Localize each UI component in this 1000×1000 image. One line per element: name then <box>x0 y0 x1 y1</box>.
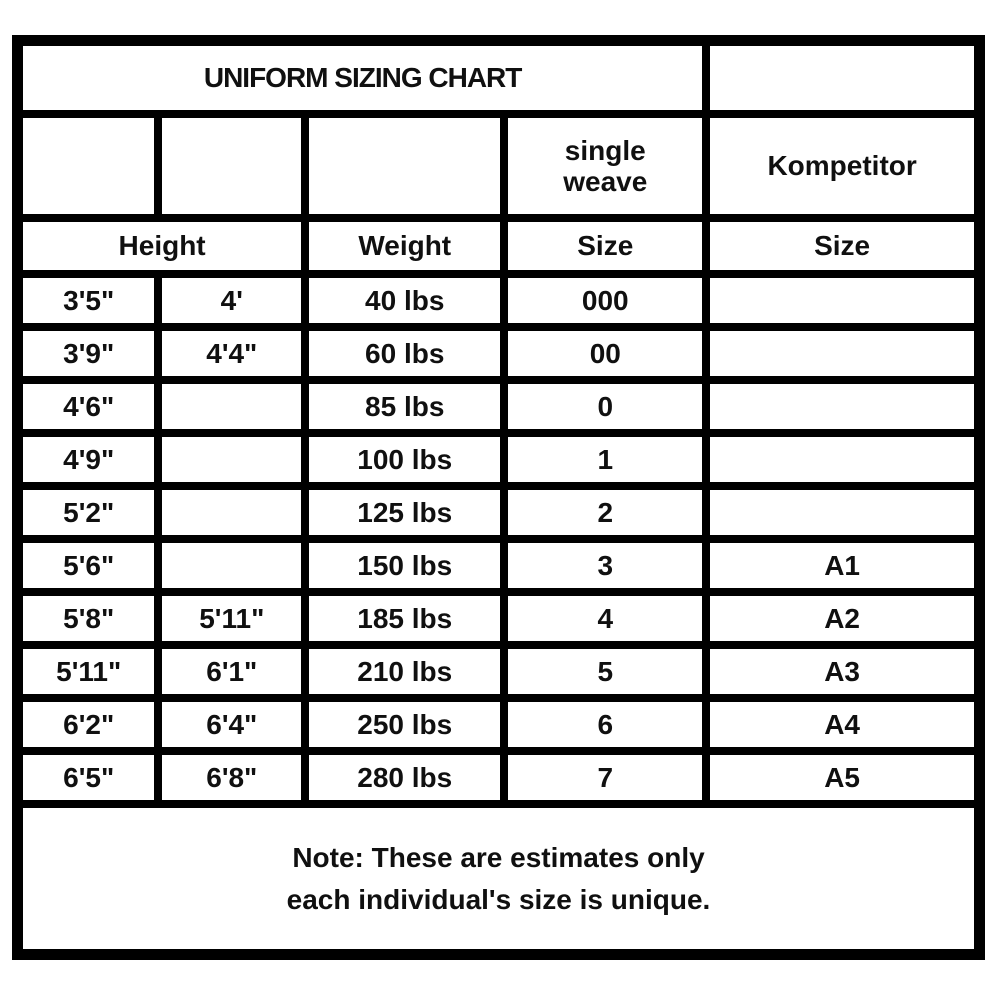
cell-single-weave-size: 6 <box>508 702 703 747</box>
table-row: 3'5" 4' 40 lbs 000 <box>23 278 974 323</box>
cell-single-weave-size: 0 <box>508 384 703 429</box>
cell-height-min: 6'5" <box>23 755 155 800</box>
table-row: 5'11" 6'1" 210 lbs 5 A3 <box>23 649 974 694</box>
cell-height-min: 5'2" <box>23 490 155 535</box>
table-row: 3'9" 4'4" 60 lbs 00 <box>23 331 974 376</box>
cell-weight: 85 lbs <box>309 384 501 429</box>
group-header-empty-2 <box>162 118 302 214</box>
cell-height-min: 3'9" <box>23 331 155 376</box>
cell-weight: 210 lbs <box>309 649 501 694</box>
cell-kompetitor-size: A3 <box>710 649 974 694</box>
cell-height-max: 5'11" <box>162 596 302 641</box>
cell-weight: 150 lbs <box>309 543 501 588</box>
cell-kompetitor-size: A5 <box>710 755 974 800</box>
cell-height-max: 6'1" <box>162 649 302 694</box>
cell-single-weave-size: 1 <box>508 437 703 482</box>
cell-height-max: 6'4" <box>162 702 302 747</box>
cell-kompetitor-size <box>710 331 974 376</box>
cell-kompetitor-size <box>710 490 974 535</box>
column-header-single-weave-size: Size <box>508 222 703 270</box>
note-line-2: each individual's size is unique. <box>286 883 711 915</box>
table-row: 4'9" 100 lbs 1 <box>23 437 974 482</box>
table-row-title: UNIFORM SIZING CHART <box>23 46 974 110</box>
cell-kompetitor-size: A4 <box>710 702 974 747</box>
cell-single-weave-size: 3 <box>508 543 703 588</box>
cell-weight: 250 lbs <box>309 702 501 747</box>
chart-outer-border: UNIFORM SIZING CHART single weave Kompet… <box>12 35 985 960</box>
single-weave-line2: weave <box>563 166 648 197</box>
cell-weight: 125 lbs <box>309 490 501 535</box>
title-row-empty-cell <box>710 46 974 110</box>
cell-weight: 185 lbs <box>309 596 501 641</box>
table-row-group-headers: single weave Kompetitor <box>23 118 974 214</box>
note-text: Note: These are estimates only each indi… <box>23 808 974 949</box>
note-line-1: Note: These are estimates only <box>292 841 705 873</box>
single-weave-line1: single <box>564 134 646 166</box>
cell-weight: 40 lbs <box>309 278 501 323</box>
column-header-height: Height <box>23 222 302 270</box>
cell-height-max: 4'4" <box>162 331 302 376</box>
cell-height-min: 4'9" <box>23 437 155 482</box>
table-row: 5'8" 5'11" 185 lbs 4 A2 <box>23 596 974 641</box>
group-header-empty-3 <box>309 118 501 214</box>
cell-kompetitor-size <box>710 278 974 323</box>
column-header-kompetitor-size: Size <box>710 222 974 270</box>
cell-height-min: 4'6" <box>23 384 155 429</box>
cell-height-max <box>162 543 302 588</box>
uniform-sizing-table: UNIFORM SIZING CHART single weave Kompet… <box>15 38 982 957</box>
cell-single-weave-size: 4 <box>508 596 703 641</box>
cell-kompetitor-size <box>710 384 974 429</box>
cell-kompetitor-size: A2 <box>710 596 974 641</box>
cell-single-weave-size: 7 <box>508 755 703 800</box>
cell-height-min: 6'2" <box>23 702 155 747</box>
group-header-empty-1 <box>23 118 155 214</box>
cell-height-max: 4' <box>162 278 302 323</box>
table-row: 6'2" 6'4" 250 lbs 6 A4 <box>23 702 974 747</box>
group-header-kompetitor: Kompetitor <box>710 118 974 214</box>
cell-height-max <box>162 384 302 429</box>
cell-single-weave-size: 2 <box>508 490 703 535</box>
cell-height-min: 5'8" <box>23 596 155 641</box>
cell-kompetitor-size: A1 <box>710 543 974 588</box>
cell-single-weave-size: 000 <box>508 278 703 323</box>
cell-height-min: 3'5" <box>23 278 155 323</box>
cell-height-max <box>162 437 302 482</box>
page-title: UNIFORM SIZING CHART <box>23 46 703 110</box>
cell-height-max: 6'8" <box>162 755 302 800</box>
cell-single-weave-size: 5 <box>508 649 703 694</box>
cell-weight: 280 lbs <box>309 755 501 800</box>
table-row: 5'2" 125 lbs 2 <box>23 490 974 535</box>
cell-kompetitor-size <box>710 437 974 482</box>
cell-height-min: 5'11" <box>23 649 155 694</box>
cell-single-weave-size: 00 <box>508 331 703 376</box>
group-header-single-weave: single weave <box>508 118 703 214</box>
table-row: 6'5" 6'8" 280 lbs 7 A5 <box>23 755 974 800</box>
cell-height-min: 5'6" <box>23 543 155 588</box>
cell-weight: 60 lbs <box>309 331 501 376</box>
cell-height-max <box>162 490 302 535</box>
table-row-column-headers: Height Weight Size Size <box>23 222 974 270</box>
table-row: 5'6" 150 lbs 3 A1 <box>23 543 974 588</box>
table-row-note: Note: These are estimates only each indi… <box>23 808 974 949</box>
column-header-weight: Weight <box>309 222 501 270</box>
table-row: 4'6" 85 lbs 0 <box>23 384 974 429</box>
cell-weight: 100 lbs <box>309 437 501 482</box>
